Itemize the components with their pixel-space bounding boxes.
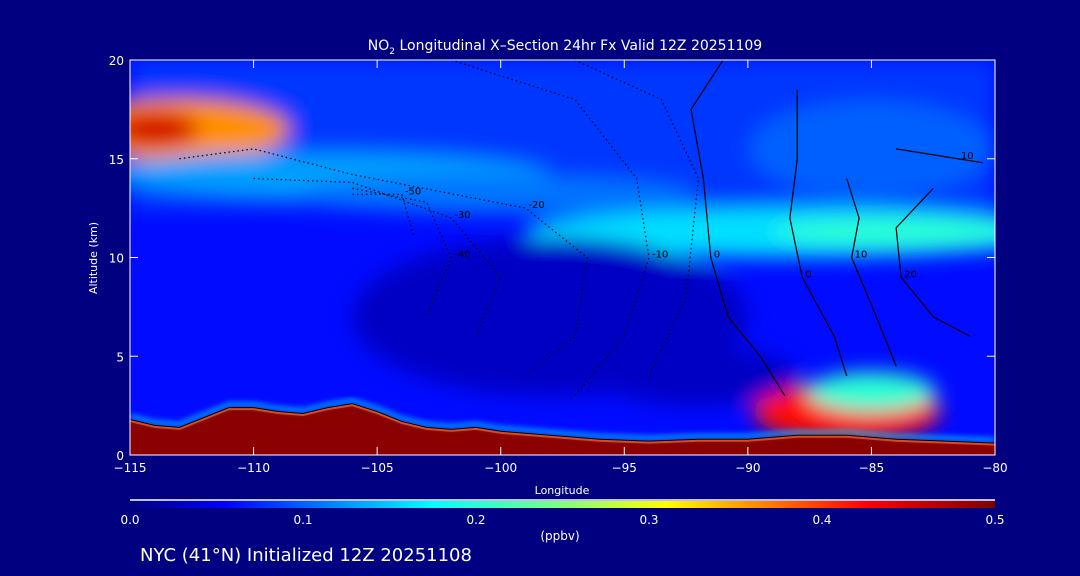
contour-line (690, 60, 786, 397)
y-tick-label: 20 (109, 54, 124, 68)
contour-line (253, 177, 502, 337)
colorbar-units: (ppbv) (540, 529, 579, 543)
field-blob (599, 346, 798, 406)
contour-label: 0 (805, 269, 811, 280)
colorbar-tick-label: 0.2 (466, 513, 485, 527)
x-tick-label: −95 (612, 461, 637, 475)
y-axis-label: Altitude (km) (87, 222, 100, 294)
field-blob (747, 99, 995, 199)
contour-label: 10 (961, 151, 974, 162)
contour-label: 20 (904, 269, 917, 280)
contour-label: -10 (652, 250, 668, 261)
x-tick-label: −100 (484, 461, 517, 475)
contour-label: 0 (714, 250, 720, 261)
field-blob (772, 218, 995, 246)
x-tick-label: −90 (735, 461, 760, 475)
contour-label: -20 (528, 200, 544, 211)
field-blob (130, 111, 200, 147)
x-tick-label: −115 (114, 461, 147, 475)
colorbar-tick-label: 0.0 (120, 513, 139, 527)
footer-initialized: NYC (41°N) Initialized 12Z 20251108 (140, 545, 472, 566)
contour-line (451, 60, 650, 397)
colorbar (130, 501, 995, 508)
contour-line (789, 89, 848, 377)
field-blob (303, 174, 699, 215)
plot-area: 0 0 10 20 10 -10 -20 -30 -40 -50 (130, 60, 995, 455)
colorbar-tick-label: 0.4 (812, 513, 831, 527)
contour-label: 10 (855, 250, 868, 261)
x-tick-label: −80 (982, 461, 1007, 475)
contour-line (574, 60, 700, 377)
x-tick-label: −105 (361, 461, 394, 475)
contour-label: -40 (454, 250, 470, 261)
colorbar-tick-label: 0.1 (293, 513, 312, 527)
x-axis-label: Longitude (535, 484, 590, 497)
colorbar-tick-label: 0.5 (985, 513, 1004, 527)
y-tick-label: 5 (116, 350, 124, 364)
contour-label: -50 (405, 186, 421, 197)
y-tick-label: 0 (116, 449, 124, 463)
terrain-edge-high (130, 403, 995, 446)
contour-line (895, 187, 971, 338)
y-tick-label: 10 (109, 252, 124, 266)
x-tick-label: −85 (859, 461, 884, 475)
colorbar-tick-label: 0.3 (639, 513, 658, 527)
contour-line (846, 178, 897, 367)
contour-line (896, 148, 983, 164)
y-tick-label: 15 (109, 153, 124, 167)
terrain-fill (130, 403, 995, 455)
field-blob (807, 372, 936, 412)
contour-label: -30 (454, 210, 470, 221)
x-tick-label: −110 (237, 461, 270, 475)
terrain-outline (130, 403, 995, 444)
chart-title: NO2 Longitudinal X–Section 24hr Fx Valid… (368, 38, 762, 57)
terrain-edge-gradient (130, 398, 995, 443)
